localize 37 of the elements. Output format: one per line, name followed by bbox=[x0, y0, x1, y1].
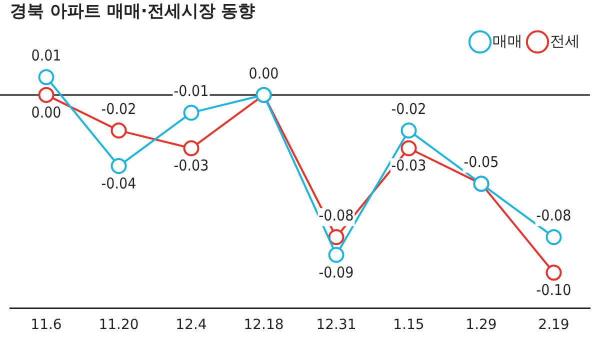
data-label: 0.00 bbox=[31, 103, 62, 122]
data-label: 0.01 bbox=[31, 46, 62, 65]
data-label: -0.02 bbox=[101, 100, 136, 118]
legend-label: 전세 bbox=[550, 32, 580, 50]
data-label: -0.02 bbox=[391, 100, 426, 118]
x-tick-label: 11.20 bbox=[98, 317, 139, 334]
point bbox=[38, 86, 54, 103]
data-label: -0.05 bbox=[464, 153, 499, 172]
legend-label: 매매 bbox=[492, 32, 522, 50]
data-label: -0.03 bbox=[391, 156, 426, 175]
point bbox=[328, 229, 344, 246]
data-label: -0.08 bbox=[318, 206, 354, 225]
x-tick-label: 2.19 bbox=[538, 317, 570, 334]
x-tick-label: 11.6 bbox=[30, 317, 62, 334]
x-tick-label: 12.4 bbox=[176, 317, 207, 334]
x-tick-label: 12.18 bbox=[244, 317, 284, 334]
point bbox=[400, 122, 417, 138]
data-label: -0.04 bbox=[101, 174, 136, 192]
data-label: -0.09 bbox=[318, 263, 354, 282]
point bbox=[183, 140, 200, 156]
point bbox=[110, 122, 127, 138]
data-label: -0.08 bbox=[536, 206, 572, 225]
point bbox=[110, 158, 127, 174]
point bbox=[38, 69, 54, 86]
x-tick-label: 12.31 bbox=[316, 317, 356, 334]
data-label: -0.03 bbox=[174, 156, 209, 175]
data-label: 0.00 bbox=[248, 64, 279, 82]
x-tick-label: 1.15 bbox=[393, 317, 424, 334]
data-label: -0.10 bbox=[536, 281, 572, 300]
chart-title: 경북 아파트 매매·전세시장 동향 bbox=[10, 2, 256, 22]
point bbox=[546, 264, 562, 281]
data-label: -0.01 bbox=[174, 82, 209, 100]
point bbox=[328, 246, 344, 263]
point bbox=[546, 229, 562, 246]
x-tick-label: 1.29 bbox=[466, 317, 497, 334]
point bbox=[183, 104, 200, 121]
point bbox=[400, 140, 417, 156]
